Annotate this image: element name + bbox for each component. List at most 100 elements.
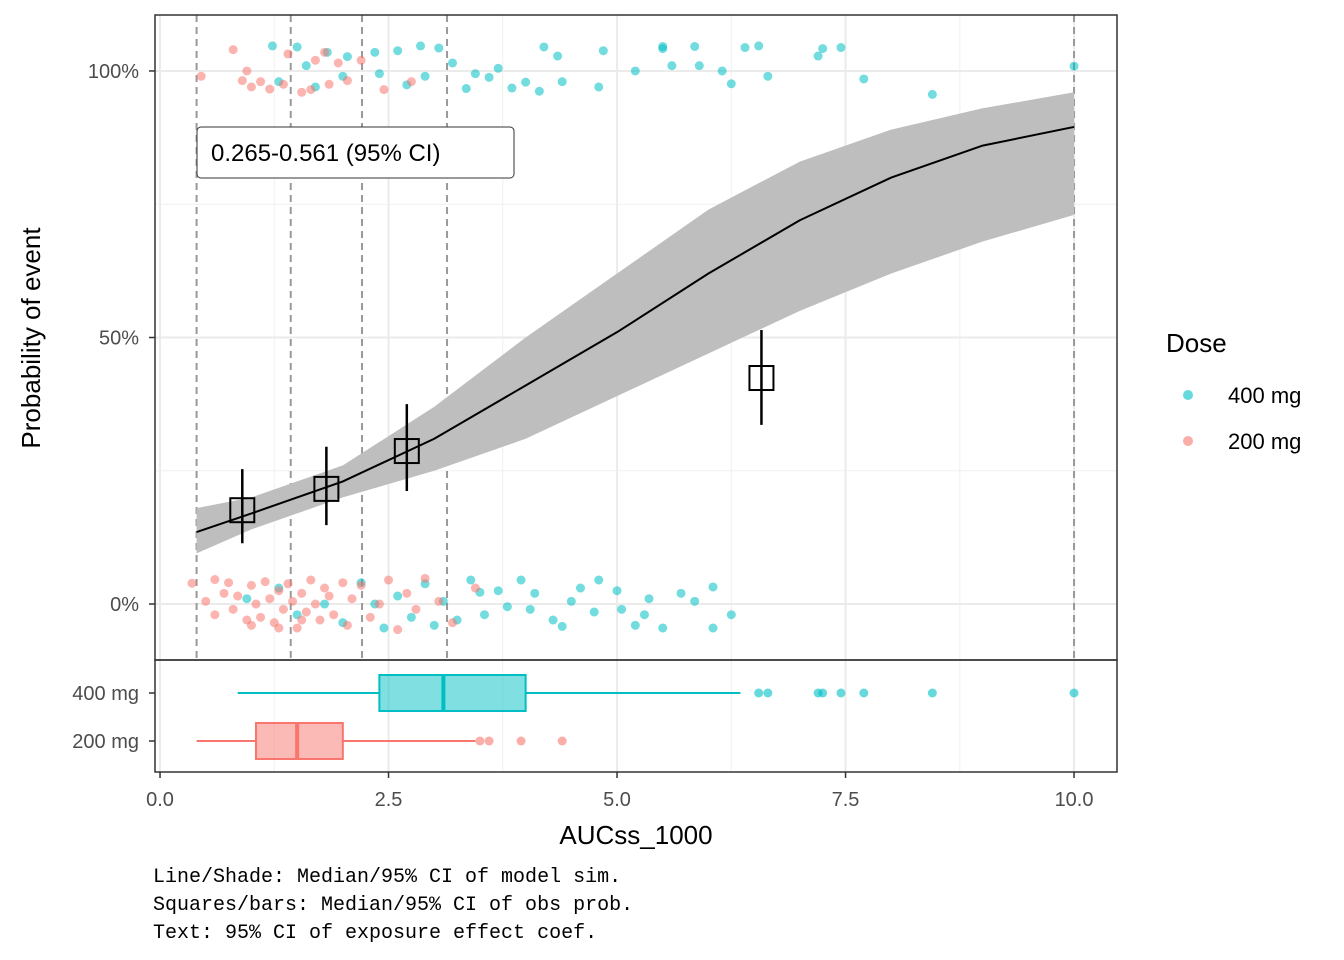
observed-square (229, 497, 256, 524)
point (292, 42, 302, 52)
point (393, 46, 403, 56)
point (210, 610, 220, 620)
y-tick-label: 50% (99, 328, 139, 350)
point (836, 43, 846, 53)
point (420, 573, 430, 583)
point (310, 55, 320, 65)
point (598, 46, 608, 56)
point (224, 578, 234, 588)
point (594, 575, 604, 585)
observed-square (748, 365, 775, 392)
point (187, 578, 197, 588)
point (374, 599, 384, 609)
point (566, 596, 576, 606)
point (763, 71, 773, 81)
point (534, 86, 544, 96)
point (507, 83, 517, 93)
point (297, 615, 307, 625)
point (228, 604, 238, 614)
point (246, 580, 256, 590)
point (402, 588, 412, 598)
point (470, 69, 480, 79)
legend-label: 200 mg (1228, 429, 1301, 454)
point (210, 575, 220, 585)
x-tick-label: 0.0 (146, 789, 174, 811)
point (484, 72, 494, 82)
point (502, 602, 512, 612)
point (493, 63, 503, 73)
legend-label: 400 mg (1228, 383, 1301, 408)
point (927, 89, 937, 99)
point (283, 49, 293, 59)
point (242, 66, 252, 76)
x-tick-label: 5.0 (603, 789, 631, 811)
point (342, 52, 352, 62)
point (676, 588, 686, 598)
box (254, 722, 344, 760)
point (589, 607, 599, 617)
outlier (754, 688, 764, 698)
box-border (154, 659, 1118, 773)
legend-title: Dose (1166, 328, 1227, 358)
point (557, 77, 567, 87)
outlier (859, 688, 869, 698)
point (726, 610, 736, 620)
point (420, 71, 430, 81)
point (201, 596, 211, 606)
point (310, 599, 320, 609)
outlier (475, 736, 485, 746)
point (448, 58, 458, 68)
point (242, 594, 252, 604)
point (594, 82, 604, 92)
point (315, 615, 325, 625)
point (539, 42, 549, 52)
point (219, 588, 229, 598)
point (434, 596, 444, 606)
point (278, 79, 288, 89)
point (694, 61, 704, 71)
point (617, 604, 627, 614)
point (818, 44, 828, 54)
point (525, 604, 535, 614)
point (196, 71, 206, 81)
caption: Squares/bars: Median/95% CI of obs prob. (153, 894, 633, 917)
median-line (196, 125, 1075, 534)
point (754, 41, 764, 51)
point (379, 85, 389, 95)
point (265, 594, 275, 604)
point (267, 41, 277, 51)
point (667, 61, 677, 71)
point (530, 588, 540, 598)
x-tick-label: 7.5 (832, 789, 860, 811)
point (365, 612, 375, 622)
point (575, 583, 585, 593)
point (237, 76, 247, 86)
point (256, 77, 266, 87)
point (690, 596, 700, 606)
point (246, 82, 256, 92)
point (256, 612, 266, 622)
point (324, 591, 334, 601)
observed-square (313, 475, 340, 502)
x-axis-title: AUCss_1000 (559, 820, 712, 850)
point (411, 604, 421, 614)
legend-swatch (1183, 436, 1193, 446)
point (283, 579, 293, 589)
outlier (927, 688, 937, 698)
point (374, 69, 384, 79)
point (251, 599, 261, 609)
point (557, 621, 567, 631)
point (356, 55, 366, 65)
point (320, 47, 330, 57)
point (384, 575, 394, 585)
point (493, 586, 503, 596)
point (246, 620, 256, 630)
box-category-label: 400 mg (72, 683, 139, 705)
point (708, 623, 718, 633)
point (260, 577, 270, 587)
outlier (1069, 688, 1079, 698)
outlier (516, 736, 526, 746)
point (306, 575, 316, 585)
annotation: 0.265-0.561 (95% CI) (211, 140, 440, 167)
